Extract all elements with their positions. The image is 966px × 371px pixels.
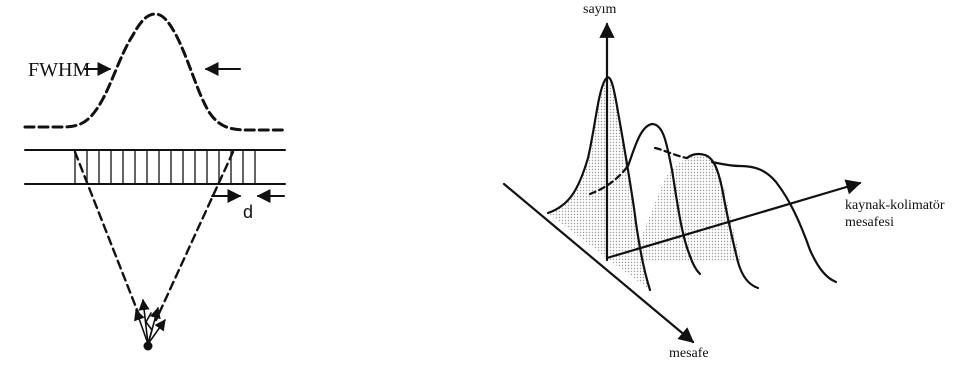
profile-third [685,152,760,290]
line-spread-profile [23,12,287,132]
acceptance-cone [73,150,235,322]
source-distance-label: kaynak-kolimatör [845,198,945,213]
shaded-area-front [548,77,650,290]
collimator-septa [74,149,256,185]
point-source [134,298,166,351]
left-panel [23,12,287,351]
profile-second-dashed [588,164,630,196]
distance-axis [502,182,695,344]
collimator [24,149,286,185]
shaded-area-back [612,154,742,262]
profile-front [546,76,652,292]
profile-fourth [710,160,838,284]
source-distance-axis [605,179,862,260]
distance-axis-label: mesafe [669,346,709,361]
source-distance-label-line2: mesafesi [845,215,894,230]
septa-spacing-label: d [243,202,254,222]
fwhm-label: FWHM [28,59,91,81]
profile-second [626,122,702,276]
profile-third-dashed [653,146,689,160]
count-axis-label: sayım [583,2,617,17]
right-panel [502,22,862,344]
